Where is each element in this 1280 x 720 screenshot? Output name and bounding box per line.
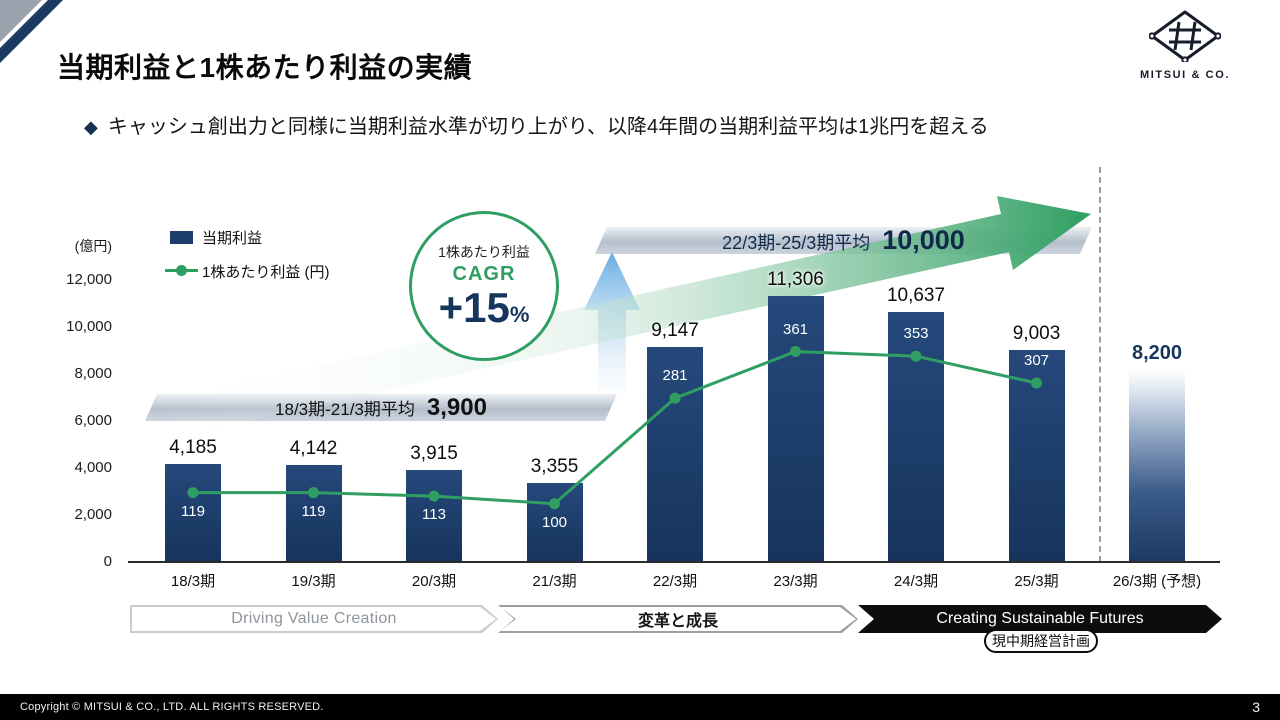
legend-line-label: 1株あたり利益 (円): [202, 264, 330, 281]
forecast-divider-line: [1099, 167, 1101, 562]
eps-value: 361: [782, 320, 809, 338]
profit-bar: [1129, 369, 1185, 561]
page-title: 当期利益と1株あたり利益の実績: [57, 52, 473, 83]
average-period-label: 22/3期-25/3期平均: [722, 233, 871, 253]
x-axis-tick: 25/3期: [1014, 573, 1059, 590]
corner-gray-triangle: [0, 0, 42, 42]
profit-bar-value: 4,185: [169, 436, 217, 458]
page-number: 3: [1252, 699, 1260, 715]
profit-bar-value: 4,142: [289, 437, 338, 459]
corner-decoration-icon: [0, 0, 63, 63]
y-axis-tick: 0: [103, 553, 112, 570]
legend-bar-label: 当期利益: [202, 230, 263, 247]
eps-value: 119: [301, 502, 326, 520]
y-axis-tick: 12,000: [66, 271, 112, 288]
profit-bar-value: 8,200: [1131, 342, 1183, 365]
eps-value: 113: [422, 506, 446, 524]
subtitle-text: キャッシュ創出力と同様に当期利益水準が切り上がり、以降4年間の当期利益平均は1兆…: [107, 116, 989, 138]
x-axis-tick: 24/3期: [893, 573, 939, 590]
y-axis-tick: 6,000: [74, 412, 112, 429]
legend-line-dot-icon: [176, 265, 187, 276]
copyright-text: Copyright © MITSUI & CO., LTD. ALL RIGHT…: [20, 701, 324, 713]
cagr-percent: %: [509, 301, 530, 327]
timeline-phase-label: Driving Value Creation: [231, 610, 397, 627]
profit-bar: [1008, 350, 1065, 561]
y-axis-tick: 4,000: [74, 459, 112, 476]
eps-value: 307: [1023, 352, 1050, 370]
y-axis-tick: 10,000: [66, 318, 112, 335]
eps-value: 119: [181, 502, 205, 520]
subtitle: ◆ キャッシュ創出力と同様に当期利益水準が切り上がり、以降4年間の当期利益平均は1…: [84, 110, 989, 139]
cagr-title: 1株あたり利益: [438, 243, 530, 260]
x-axis-line: [128, 561, 1220, 563]
x-axis-tick: 21/3期: [532, 573, 577, 590]
profit-bar-value: 11,306: [767, 269, 824, 291]
x-axis-tick: 18/3期: [170, 573, 216, 590]
cagr-value: +15%: [438, 283, 530, 331]
profit-bar-value: 10,637: [886, 285, 946, 307]
eps-value: 100: [541, 513, 568, 531]
x-axis-tick: 23/3期: [773, 573, 818, 590]
x-axis-tick: 19/3期: [291, 573, 336, 590]
y-axis-tick: 8,000: [74, 365, 112, 382]
y-axis-unit: (億円): [74, 238, 112, 254]
company-logo: MITSUI & CO.: [1126, 10, 1244, 81]
chevron-fill: [132, 607, 496, 631]
profit-bar-value: 3,915: [410, 442, 458, 464]
timeline-phase-driving-value-creation: Driving Value Creation: [130, 605, 498, 633]
logo-text: MITSUI & CO.: [1139, 69, 1231, 81]
profit-bar: [888, 312, 944, 561]
legend-bar-swatch: [170, 231, 193, 244]
eps-value: 353: [903, 325, 929, 343]
footer-bar: Copyright © MITSUI & CO., LTD. ALL RIGHT…: [0, 694, 1280, 720]
cagr-metric: CAGR: [452, 262, 516, 285]
average-value: 10,000: [882, 225, 965, 255]
average-period-label: 18/3期-21/3期平均: [275, 399, 415, 419]
profit-bar-value: 3,355: [530, 456, 579, 478]
timeline-phase-transformation-growth: 変革と成長: [498, 605, 858, 633]
chevron-fill: [500, 607, 856, 631]
corner-navy-stripe: [0, 0, 63, 63]
timeline-phase-label: 変革と成長: [637, 613, 718, 630]
x-axis-tick: 22/3期: [652, 573, 698, 590]
profit-bar-value: 9,147: [651, 320, 699, 342]
x-axis-tick: 26/3期 (予想): [1112, 573, 1202, 590]
mitsui-mark-icon: [1148, 10, 1222, 64]
cagr-badge: 1株あたり利益 CAGR +15%: [409, 211, 559, 361]
current-midterm-plan-label: 現中期経営計画: [984, 629, 1098, 653]
x-axis-tick: 20/3期: [411, 573, 457, 590]
profit-bar-value: 9,003: [1012, 323, 1061, 345]
y-axis-tick: 2,000: [74, 506, 112, 523]
timeline-phase-sustainable-futures: Creating Sustainable Futures: [858, 605, 1222, 633]
diamond-bullet-icon: ◆: [84, 117, 98, 137]
average-value: 3,900: [426, 393, 487, 421]
eps-value: 281: [662, 367, 688, 385]
chevron-fill: [858, 605, 1222, 633]
timeline-phase-label: Creating Sustainable Futures: [936, 610, 1144, 627]
